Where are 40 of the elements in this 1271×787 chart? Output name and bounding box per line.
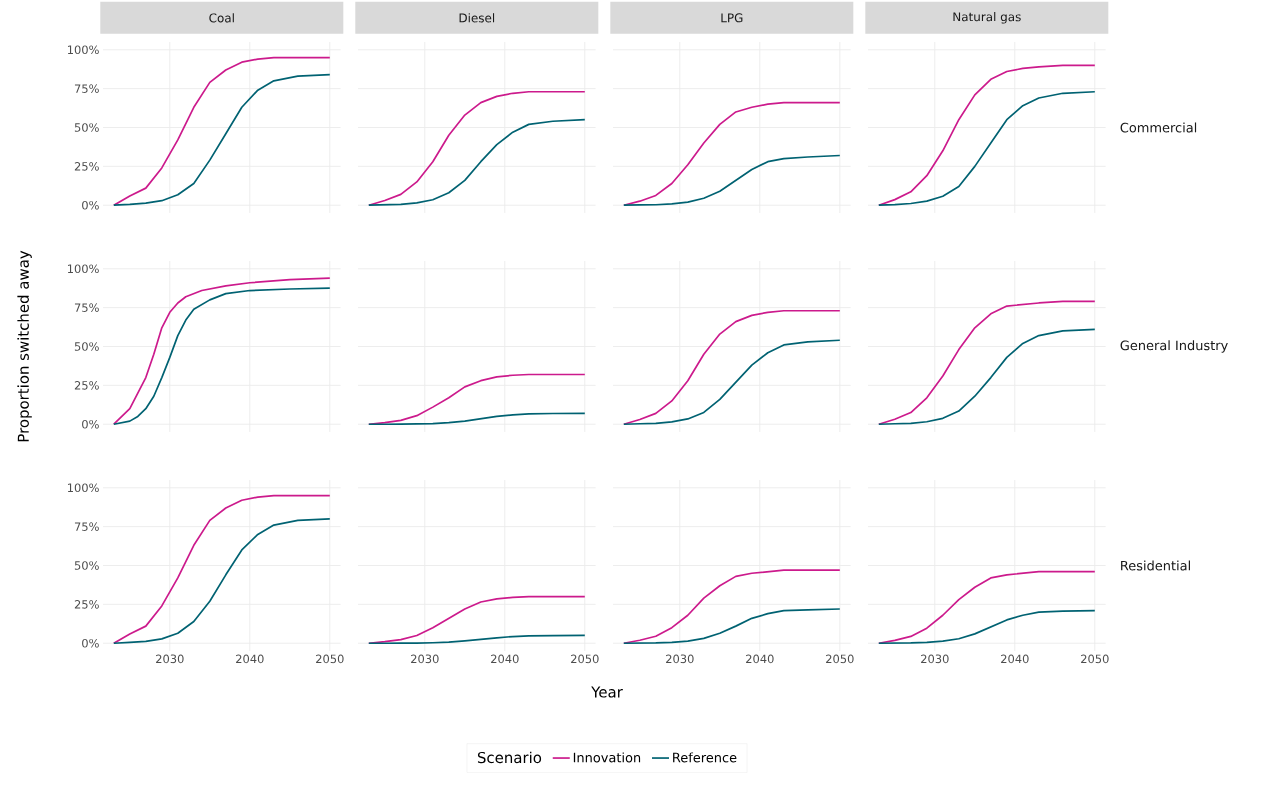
y-tick-label: 0%: [82, 638, 99, 648]
x-tick-label: 2030: [921, 654, 949, 664]
legend-title: Scenario: [477, 751, 542, 764]
y2-axis-title: Residential: [1121, 560, 1190, 571]
x-tick-label: 2050: [826, 654, 854, 664]
legend-label: Innovation: [573, 752, 641, 763]
chart-title: LPG: [721, 13, 743, 23]
x-tick-label: 2050: [316, 654, 344, 664]
y-tick-label: 75%: [74, 522, 99, 531]
x-tick-label: 2040: [491, 654, 519, 664]
chart-title: Diesel: [459, 13, 495, 23]
y-tick-label: 25%: [74, 162, 99, 171]
y-tick-label: 50%: [74, 561, 99, 570]
y-tick-label: 75%: [74, 303, 99, 312]
legend-label: Reference: [673, 752, 737, 763]
y-tick-label: 100%: [67, 264, 99, 274]
y-tick-label: 0%: [82, 200, 99, 210]
x-tick-label: 2030: [411, 654, 439, 664]
y-tick-label: 0%: [82, 419, 99, 429]
y-tick-label: 100%: [67, 45, 99, 55]
y-tick-label: 50%: [74, 123, 99, 132]
x-tick-label: 2040: [236, 654, 264, 664]
x-axis-title: Year: [591, 686, 623, 698]
y-tick-label: 75%: [74, 84, 99, 93]
chart-title: Coal: [209, 13, 234, 23]
y2-axis-title: General Industry: [1120, 340, 1228, 353]
y-axis-title: Proportion switched away: [17, 250, 32, 442]
x-tick-label: 2050: [571, 654, 599, 664]
y-tick-label: 50%: [74, 342, 99, 351]
x-tick-label: 2030: [666, 654, 694, 664]
x-tick-label: 2040: [1001, 654, 1029, 664]
x-tick-label: 2050: [1081, 654, 1109, 664]
y-tick-label: 25%: [74, 600, 99, 609]
y2-axis-title: Commercial: [1120, 122, 1197, 133]
line-series: [112, 518, 331, 645]
y-tick-label: 25%: [74, 381, 99, 390]
chart-title: Natural gas: [953, 12, 1021, 24]
x-tick-label: 2040: [746, 654, 774, 664]
x-tick-label: 2030: [156, 654, 184, 664]
y-tick-label: 100%: [67, 483, 99, 493]
